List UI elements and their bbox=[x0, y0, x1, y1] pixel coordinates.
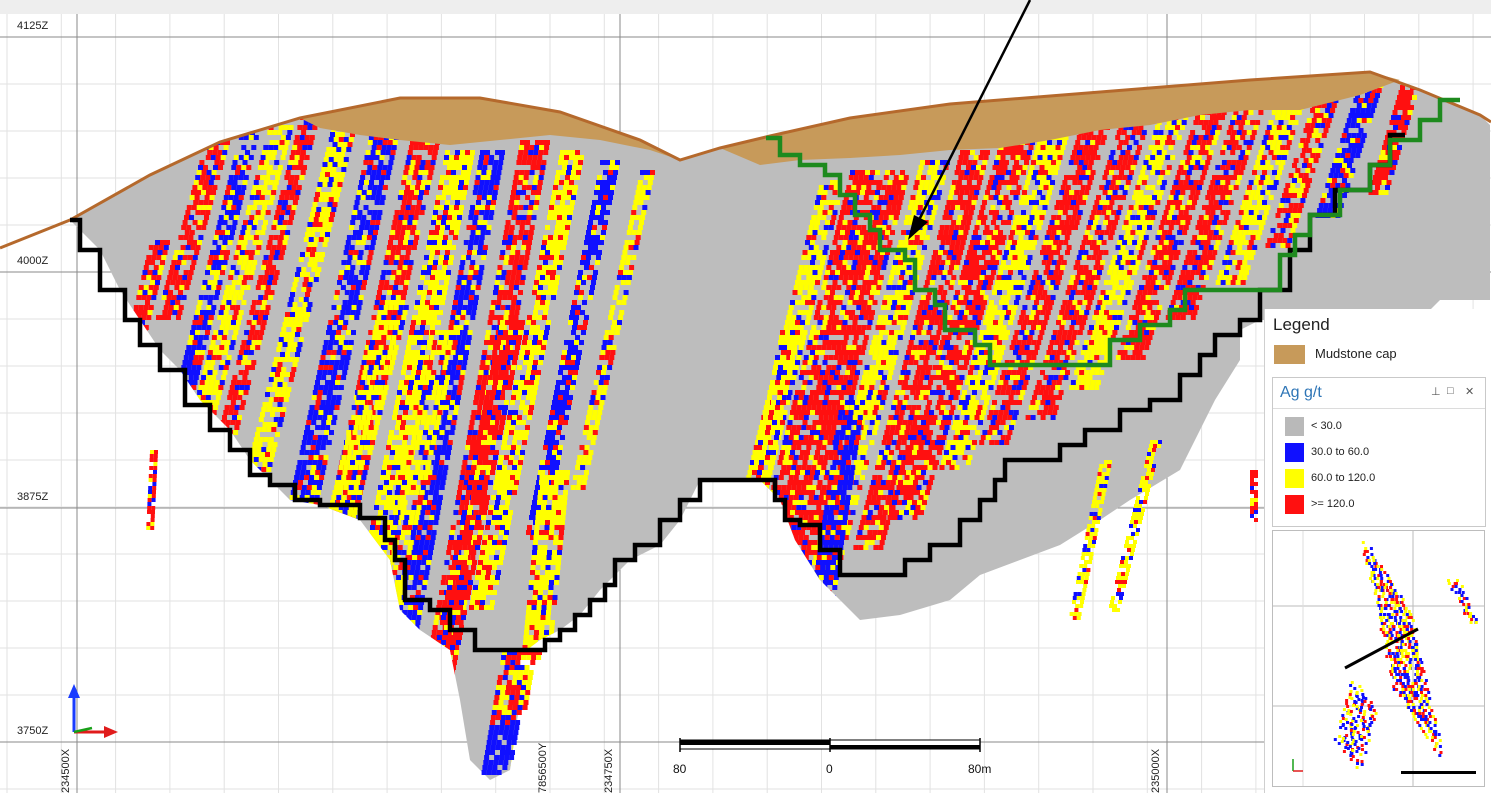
pit-shell-outline bbox=[70, 132, 1405, 653]
top-strip bbox=[0, 0, 1491, 14]
pointer-arrow-icon bbox=[916, 0, 1032, 223]
ag-bin-swatch bbox=[1285, 443, 1304, 462]
close-icon[interactable]: ✕ bbox=[1465, 386, 1475, 398]
ag-bin-label: 60.0 to 120.0 bbox=[1311, 472, 1376, 484]
ag-bin-swatch bbox=[1285, 495, 1304, 514]
coord-label-234500x: 234500X bbox=[60, 748, 72, 793]
legend-title: Legend bbox=[1273, 315, 1330, 334]
minimap-axis-triad-icon bbox=[1292, 759, 1303, 772]
pin-icon[interactable]: ⊥ bbox=[1431, 386, 1441, 398]
ag-bin-label: >= 120.0 bbox=[1311, 498, 1355, 510]
scale-label-center: 0 bbox=[826, 762, 833, 776]
scale-label-right: 80m bbox=[968, 762, 992, 776]
overview-minimap[interactable] bbox=[1272, 530, 1485, 787]
coord-label-7856500y: 7856500Y bbox=[537, 742, 549, 793]
scale-bar bbox=[679, 738, 981, 752]
ag-bin-swatch bbox=[1285, 469, 1304, 488]
pointer-arrowhead bbox=[908, 215, 928, 240]
coord-label-235000x: 235000X bbox=[1150, 748, 1162, 793]
grade-blocks bbox=[111, 78, 1420, 780]
ag-bin-swatch bbox=[1285, 417, 1304, 436]
elevation-label-4000z: 4000Z bbox=[17, 255, 49, 267]
outlier-blocks bbox=[146, 440, 1258, 775]
minimap-blocks bbox=[1333, 541, 1478, 769]
mudstone-cap bbox=[300, 98, 680, 160]
elevation-label-3750z: 3750Z bbox=[17, 725, 49, 737]
topography-line bbox=[0, 70, 1491, 250]
elevation-label-3875z: 3875Z bbox=[17, 491, 49, 503]
ag-grade-legend: Ag g/t ⊥ □ ✕ < 30.0 30.0 to 60.0 60.0 to… bbox=[1272, 377, 1486, 527]
ag-legend-title: Ag g/t bbox=[1280, 384, 1322, 401]
minimap-canvas[interactable] bbox=[1273, 531, 1484, 786]
coord-label-234750x: 234750X bbox=[603, 748, 615, 793]
legend-panel: Legend Mudstone cap Ag g/t ⊥ □ ✕ < 30.0 … bbox=[1264, 309, 1491, 793]
ag-bin-label: < 30.0 bbox=[1311, 420, 1342, 432]
minimap-section-line bbox=[1344, 627, 1419, 670]
underground-design-outline bbox=[766, 97, 1460, 368]
axis-triad-icon bbox=[68, 684, 118, 738]
ag-legend-header[interactable]: Ag g/t ⊥ □ ✕ bbox=[1273, 378, 1485, 409]
maximize-icon[interactable]: □ bbox=[1447, 385, 1454, 397]
ag-bin-label: 30.0 to 60.0 bbox=[1311, 446, 1370, 458]
mudstone-swatch bbox=[1274, 345, 1305, 364]
mudstone-cap-east bbox=[720, 72, 1400, 165]
elevation-label-4125z: 4125Z bbox=[17, 20, 49, 32]
scale-label-left: 80 bbox=[673, 762, 687, 776]
mudstone-label: Mudstone cap bbox=[1315, 346, 1397, 361]
